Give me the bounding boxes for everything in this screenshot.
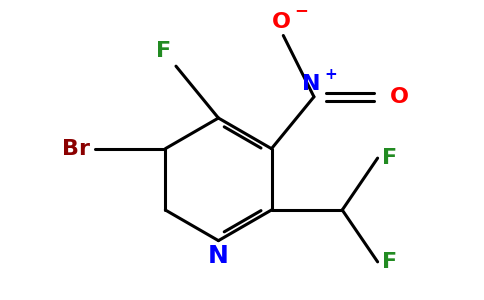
Text: N: N xyxy=(302,74,321,94)
Text: +: + xyxy=(324,67,337,82)
Text: O: O xyxy=(390,87,408,107)
Text: Br: Br xyxy=(62,139,90,159)
Text: F: F xyxy=(156,41,171,62)
Text: N: N xyxy=(208,244,229,268)
Text: −: − xyxy=(294,1,308,19)
Text: F: F xyxy=(382,148,397,168)
Text: F: F xyxy=(382,252,397,272)
Text: O: O xyxy=(272,12,290,32)
